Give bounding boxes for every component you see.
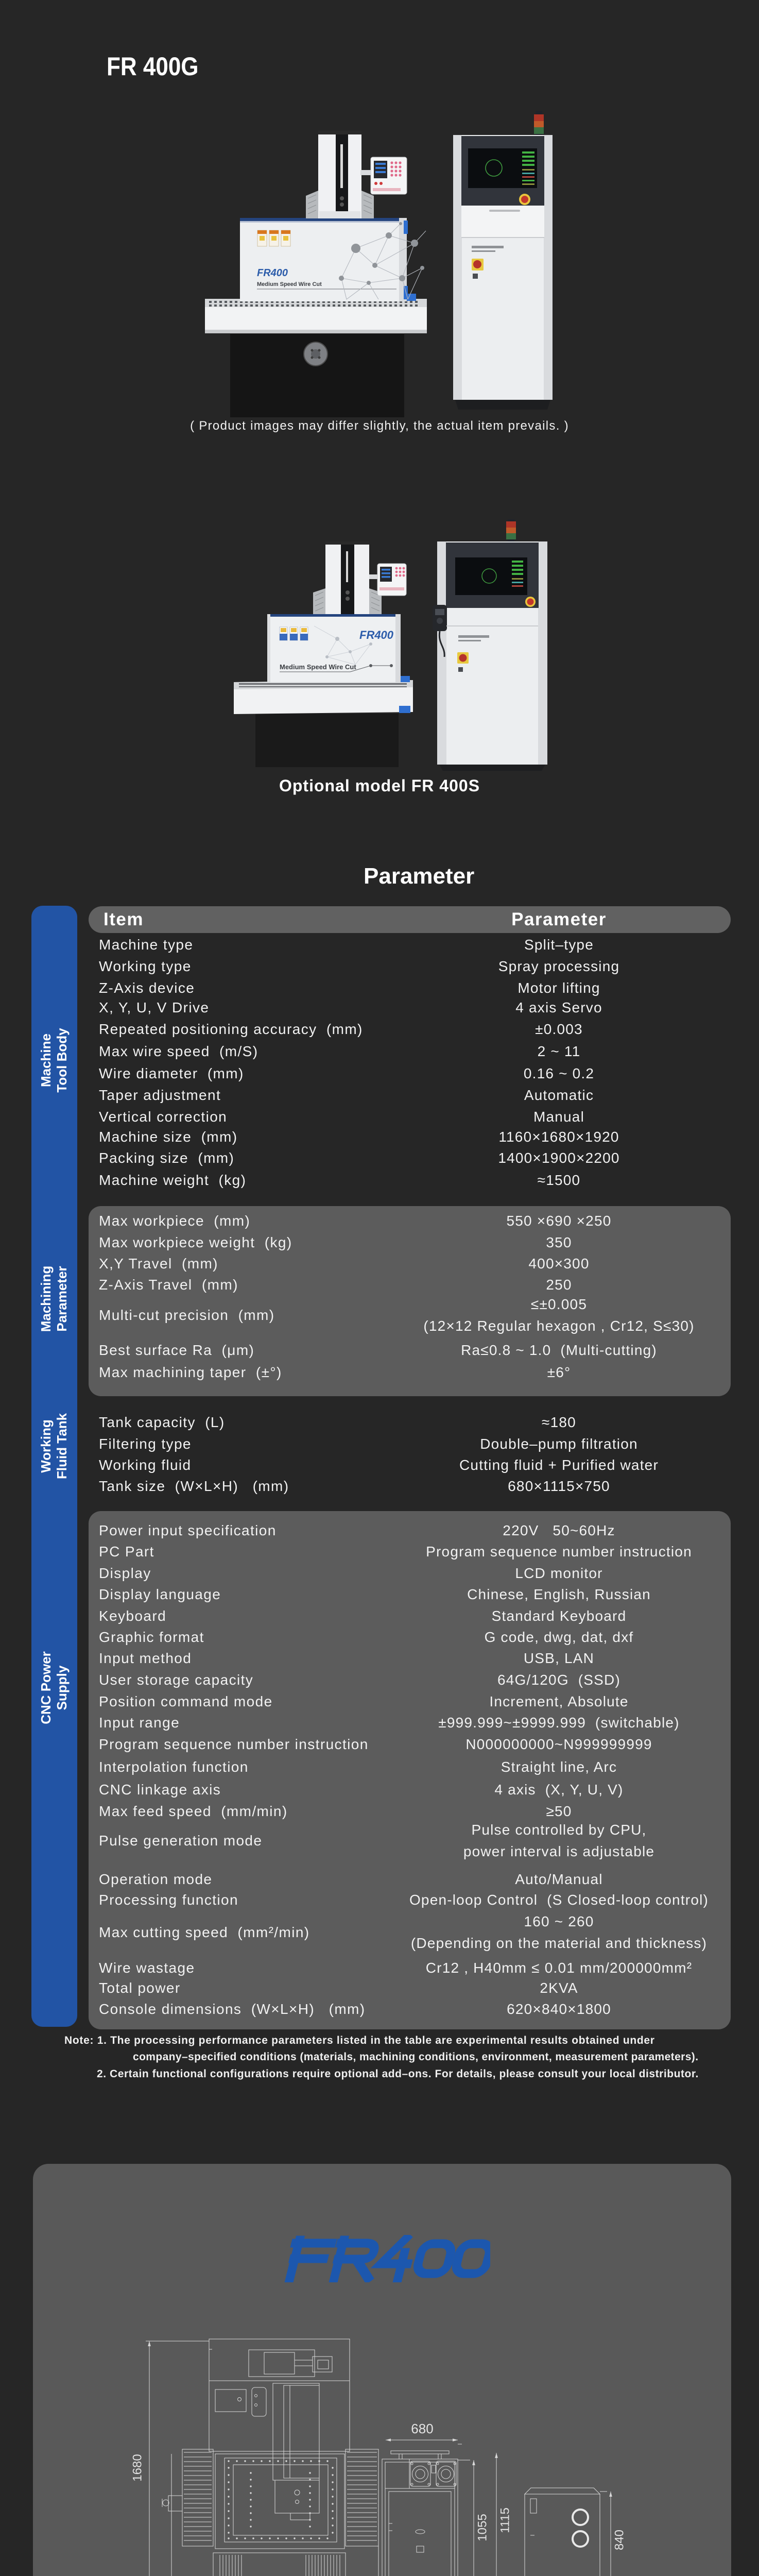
svg-text:FR400: FR400	[359, 629, 394, 641]
svg-text:Medium Speed Wire Cut: Medium Speed Wire Cut	[257, 281, 322, 287]
svg-text:1115: 1115	[498, 2507, 512, 2533]
svg-text:1680: 1680	[130, 2454, 144, 2481]
svg-text:1055: 1055	[475, 2514, 489, 2541]
svg-text:Medium Speed Wire Cut: Medium Speed Wire Cut	[280, 663, 356, 671]
svg-text:840: 840	[612, 2530, 626, 2550]
svg-text:680: 680	[411, 2421, 433, 2436]
svg-text:FR400: FR400	[257, 267, 288, 279]
